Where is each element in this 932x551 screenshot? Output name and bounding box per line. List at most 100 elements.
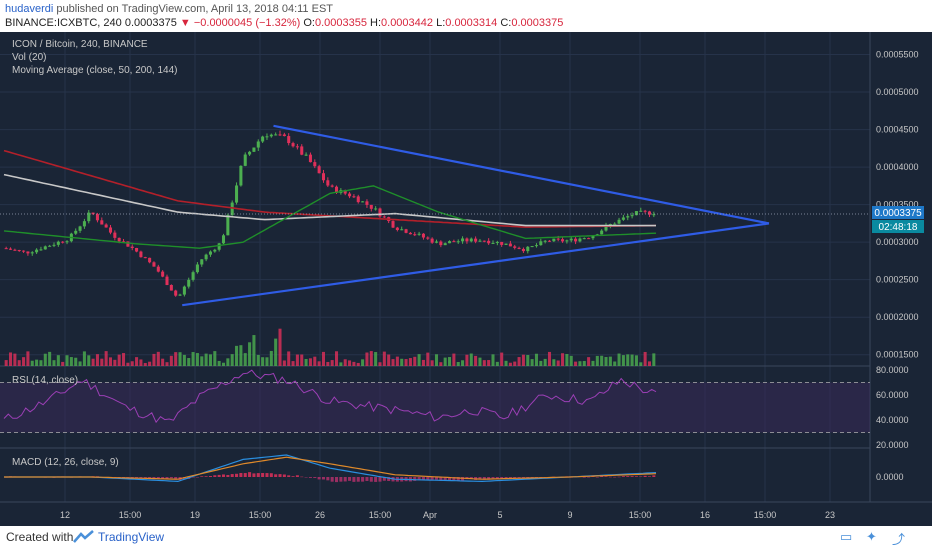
candle-body (161, 271, 165, 277)
legend-moving-average[interactable]: Moving Average (close, 50, 200, 144) (12, 65, 177, 76)
volume-bar (22, 357, 26, 366)
candle-body (352, 196, 356, 198)
volume-bar (330, 360, 334, 366)
candle-body (600, 230, 604, 235)
price-tick-label: 0.0003000 (876, 237, 919, 247)
candle-body (208, 251, 212, 255)
open-label: O: (303, 17, 315, 29)
volume-bar (148, 361, 152, 366)
candle-body (391, 221, 395, 228)
volume-bar (339, 362, 343, 366)
candle-body (204, 254, 208, 260)
candle-body (430, 238, 434, 243)
volume-bar (534, 353, 538, 366)
macd-histogram-bar (165, 477, 169, 479)
author-link[interactable]: hudaverdi (5, 3, 54, 15)
volume-bar (369, 351, 373, 366)
price-tick-label: 0.0001500 (876, 350, 919, 360)
price-change: −0.0000045 (−1.32%) (193, 17, 301, 29)
volume-bar (126, 362, 130, 366)
volume-bar (526, 355, 530, 366)
candle-body (487, 240, 491, 244)
legend-title[interactable]: ICON / Bitcoin, 240, BINANCE (12, 39, 148, 50)
ma-144-line (3, 173, 656, 227)
volume-bar (52, 360, 56, 366)
macd-histogram-bar (208, 476, 212, 477)
volume-bar (595, 355, 599, 366)
volume-bar (387, 354, 391, 366)
volume-bar (378, 362, 382, 366)
volume-bar (321, 351, 326, 366)
macd-histogram-bar (587, 477, 591, 478)
volume-bar (400, 358, 404, 366)
volume-bar (452, 353, 456, 366)
macd-histogram-bar (521, 477, 525, 479)
volume-bar (230, 354, 234, 366)
volume-bar (530, 359, 534, 366)
macd-histogram-bar (361, 477, 365, 482)
countdown-badge (872, 220, 924, 233)
macd-histogram-bar (269, 473, 273, 477)
time-tick-label: 12 (60, 510, 70, 520)
macd-histogram-bar (308, 477, 312, 478)
volume-bar (304, 358, 308, 366)
comment-icon[interactable]: ▭ (840, 529, 853, 544)
volume-bar (261, 357, 265, 366)
tradingview-link[interactable]: TradingView (98, 530, 165, 544)
volume-bar (352, 361, 356, 366)
volume-bar (578, 361, 582, 366)
candle-body (239, 165, 243, 186)
volume-bar (600, 355, 604, 366)
candle-body (630, 215, 634, 217)
rsi-band-fill (0, 382, 870, 433)
volume-bar (587, 357, 591, 366)
twitter-icon[interactable]: ✦ (866, 529, 877, 544)
candle-body (117, 237, 121, 242)
candle-body (369, 204, 373, 209)
macd-histogram-bar (482, 477, 486, 480)
candle-body (135, 247, 139, 252)
macd-histogram-bar (421, 477, 425, 480)
trendlines[interactable] (0, 124, 870, 307)
candle-body (78, 226, 82, 231)
footer: Created with TradingView ▭ ✦ ⤴ (0, 526, 932, 550)
legend-macd[interactable]: MACD (12, 26, close, 9) (12, 457, 119, 468)
volume-bar (65, 355, 69, 366)
chart-header: hudaverdi published on TradingView.com, … (0, 0, 932, 32)
macd-histogram-bar (639, 476, 643, 477)
volume-bar (100, 358, 104, 366)
candle-body (304, 154, 308, 156)
macd-histogram-bar (626, 476, 630, 477)
macd-histogram-bar (265, 473, 269, 477)
legend-rsi[interactable]: RSI (14, close) (12, 375, 78, 386)
candle-body (221, 235, 226, 244)
volume-bar (217, 360, 221, 366)
candle-body (647, 211, 652, 215)
candle-body (617, 219, 621, 224)
candle-body (22, 250, 26, 252)
candle-body (191, 272, 195, 280)
candle-body (17, 250, 21, 252)
macd-histogram-bar (278, 474, 282, 477)
share-icon[interactable]: ⤴ (892, 532, 906, 547)
volume-bar (569, 355, 573, 366)
macd-histogram-bar (387, 477, 391, 481)
macd-histogram-bar (652, 475, 656, 477)
candle-body (382, 216, 386, 218)
candle-body (321, 173, 326, 181)
chart-canvas[interactable]: 0.0005500 0.0005000 0.0004500 0.0004000 0.00… (0, 32, 932, 526)
close-label: C: (500, 17, 512, 29)
volume-bar (43, 353, 47, 366)
volume-bar (500, 352, 504, 366)
candle-body (269, 134, 273, 137)
tradingview-logo-icon[interactable] (72, 528, 96, 551)
volume-bar (469, 353, 473, 366)
candle-body (626, 216, 630, 218)
macd-histogram-bar (448, 477, 452, 481)
macd-histogram-bar (600, 475, 604, 477)
created-with-text: Created with (6, 530, 74, 544)
candle-body (330, 185, 334, 187)
moving-averages (3, 149, 657, 249)
legend-volume[interactable]: Vol (20) (12, 52, 46, 63)
volume-bar (182, 354, 186, 366)
